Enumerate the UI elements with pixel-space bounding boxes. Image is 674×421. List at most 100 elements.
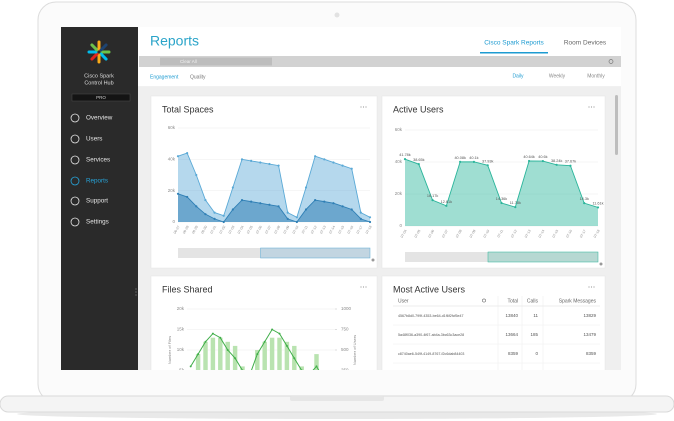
data-label: 40.64k [523,155,535,159]
subtab[interactable]: Quality [190,74,206,80]
point [176,155,180,158]
point [278,332,281,335]
tab[interactable]: Room Devices [564,40,607,47]
column-header: Total [507,298,518,304]
point [403,158,407,161]
y-tick-label: 40k [168,157,176,162]
y2-tick-label: 250 [341,368,349,373]
point [285,344,288,347]
nav-icon [70,196,80,206]
filter-clear[interactable]: Clear All [180,59,197,64]
plan-badge-text: PRO [96,95,106,100]
point [195,205,198,208]
bar [218,337,223,370]
point [555,163,558,166]
more-dot [590,286,593,288]
x-tick-label: 07-05 [246,225,254,235]
x-tick-label: 07-11 [301,225,309,234]
area-line [177,193,371,223]
point [332,161,335,164]
bar [195,354,201,370]
point [259,161,262,164]
data-label: 41.78k [399,153,411,157]
data-label: 14.3k [580,197,589,201]
more-dot [588,286,590,288]
range-selector [178,248,370,258]
point [204,198,207,202]
more-dot [365,106,367,108]
point [263,340,266,343]
subtab[interactable]: Engagement [150,74,179,80]
collapse-dot [135,294,137,296]
bar [262,341,267,370]
filter-bar [139,56,621,67]
y-tick-label: 20k [395,191,403,196]
x-tick-label: 07-18 [365,225,373,235]
point [293,357,296,360]
x-tick-label: 06-27 [173,225,181,235]
x-tick-label: 06-28 [182,225,190,235]
x-tick-label: 07-14 [328,225,336,235]
point [341,164,344,167]
nav-item[interactable]: Reports [86,178,108,185]
point [323,158,326,161]
point [204,340,207,343]
y2-axis-title: Number of Users [352,335,357,365]
plan-badge [71,93,131,102]
x-tick-label: 07-05 [414,229,422,239]
card-title: Files Shared [162,284,213,294]
table-cell: 4567b8d0-799f-4353-be64-d1f6f2fcf5e47 [398,314,464,318]
table-cell: 8359 [586,351,597,356]
x-tick-label: 07-13 [319,225,327,235]
nav-item[interactable]: Services [86,157,110,164]
x-tick-label: 07-04 [237,225,245,235]
nav-item[interactable]: Support [86,198,108,205]
nav-icon [70,176,80,186]
sidebar [61,27,138,370]
y-tick-label: 5k [179,368,185,373]
period[interactable]: Monthly [587,73,605,79]
logo-petal [90,52,99,61]
point [241,369,244,370]
x-tick-label: 07-12 [310,225,318,235]
point [197,353,200,356]
data-label: 40.6k [538,155,547,159]
x-tick-label: 07-16 [347,225,355,235]
bar [269,337,275,370]
point [231,208,234,211]
period[interactable]: Weekly [549,73,566,79]
more-dot [362,286,365,288]
range-window [487,251,599,263]
point [268,203,271,206]
point [459,160,462,163]
y-tick-label: 10k [177,347,185,352]
bar [314,354,319,370]
table-cell: 185 [530,332,538,337]
nav-item[interactable]: Overview [86,115,113,122]
period[interactable]: Daily [512,73,524,79]
nav-item[interactable]: Users [86,136,102,143]
point [486,164,489,167]
bar [277,337,282,370]
x-tick-label: 07-16 [565,229,573,239]
point [226,349,229,351]
point [186,195,189,199]
point [596,206,600,209]
x-tick-label: 07-13 [524,229,532,239]
point [240,198,244,202]
point [186,151,189,155]
card [381,95,606,269]
point [222,220,225,224]
camera [334,12,340,18]
nav-item[interactable]: Settings [86,219,109,226]
x-tick-label: 07-12 [510,229,518,239]
area-line [177,152,371,218]
table-cell: 13479 [583,332,596,337]
point [368,216,372,219]
point [195,173,198,177]
table-cell: 13829 [583,313,596,318]
x-tick-label: 06-30 [200,225,208,235]
data-label: 14.36k [496,197,508,201]
tab[interactable]: Cisco Spark Reports [484,40,544,47]
